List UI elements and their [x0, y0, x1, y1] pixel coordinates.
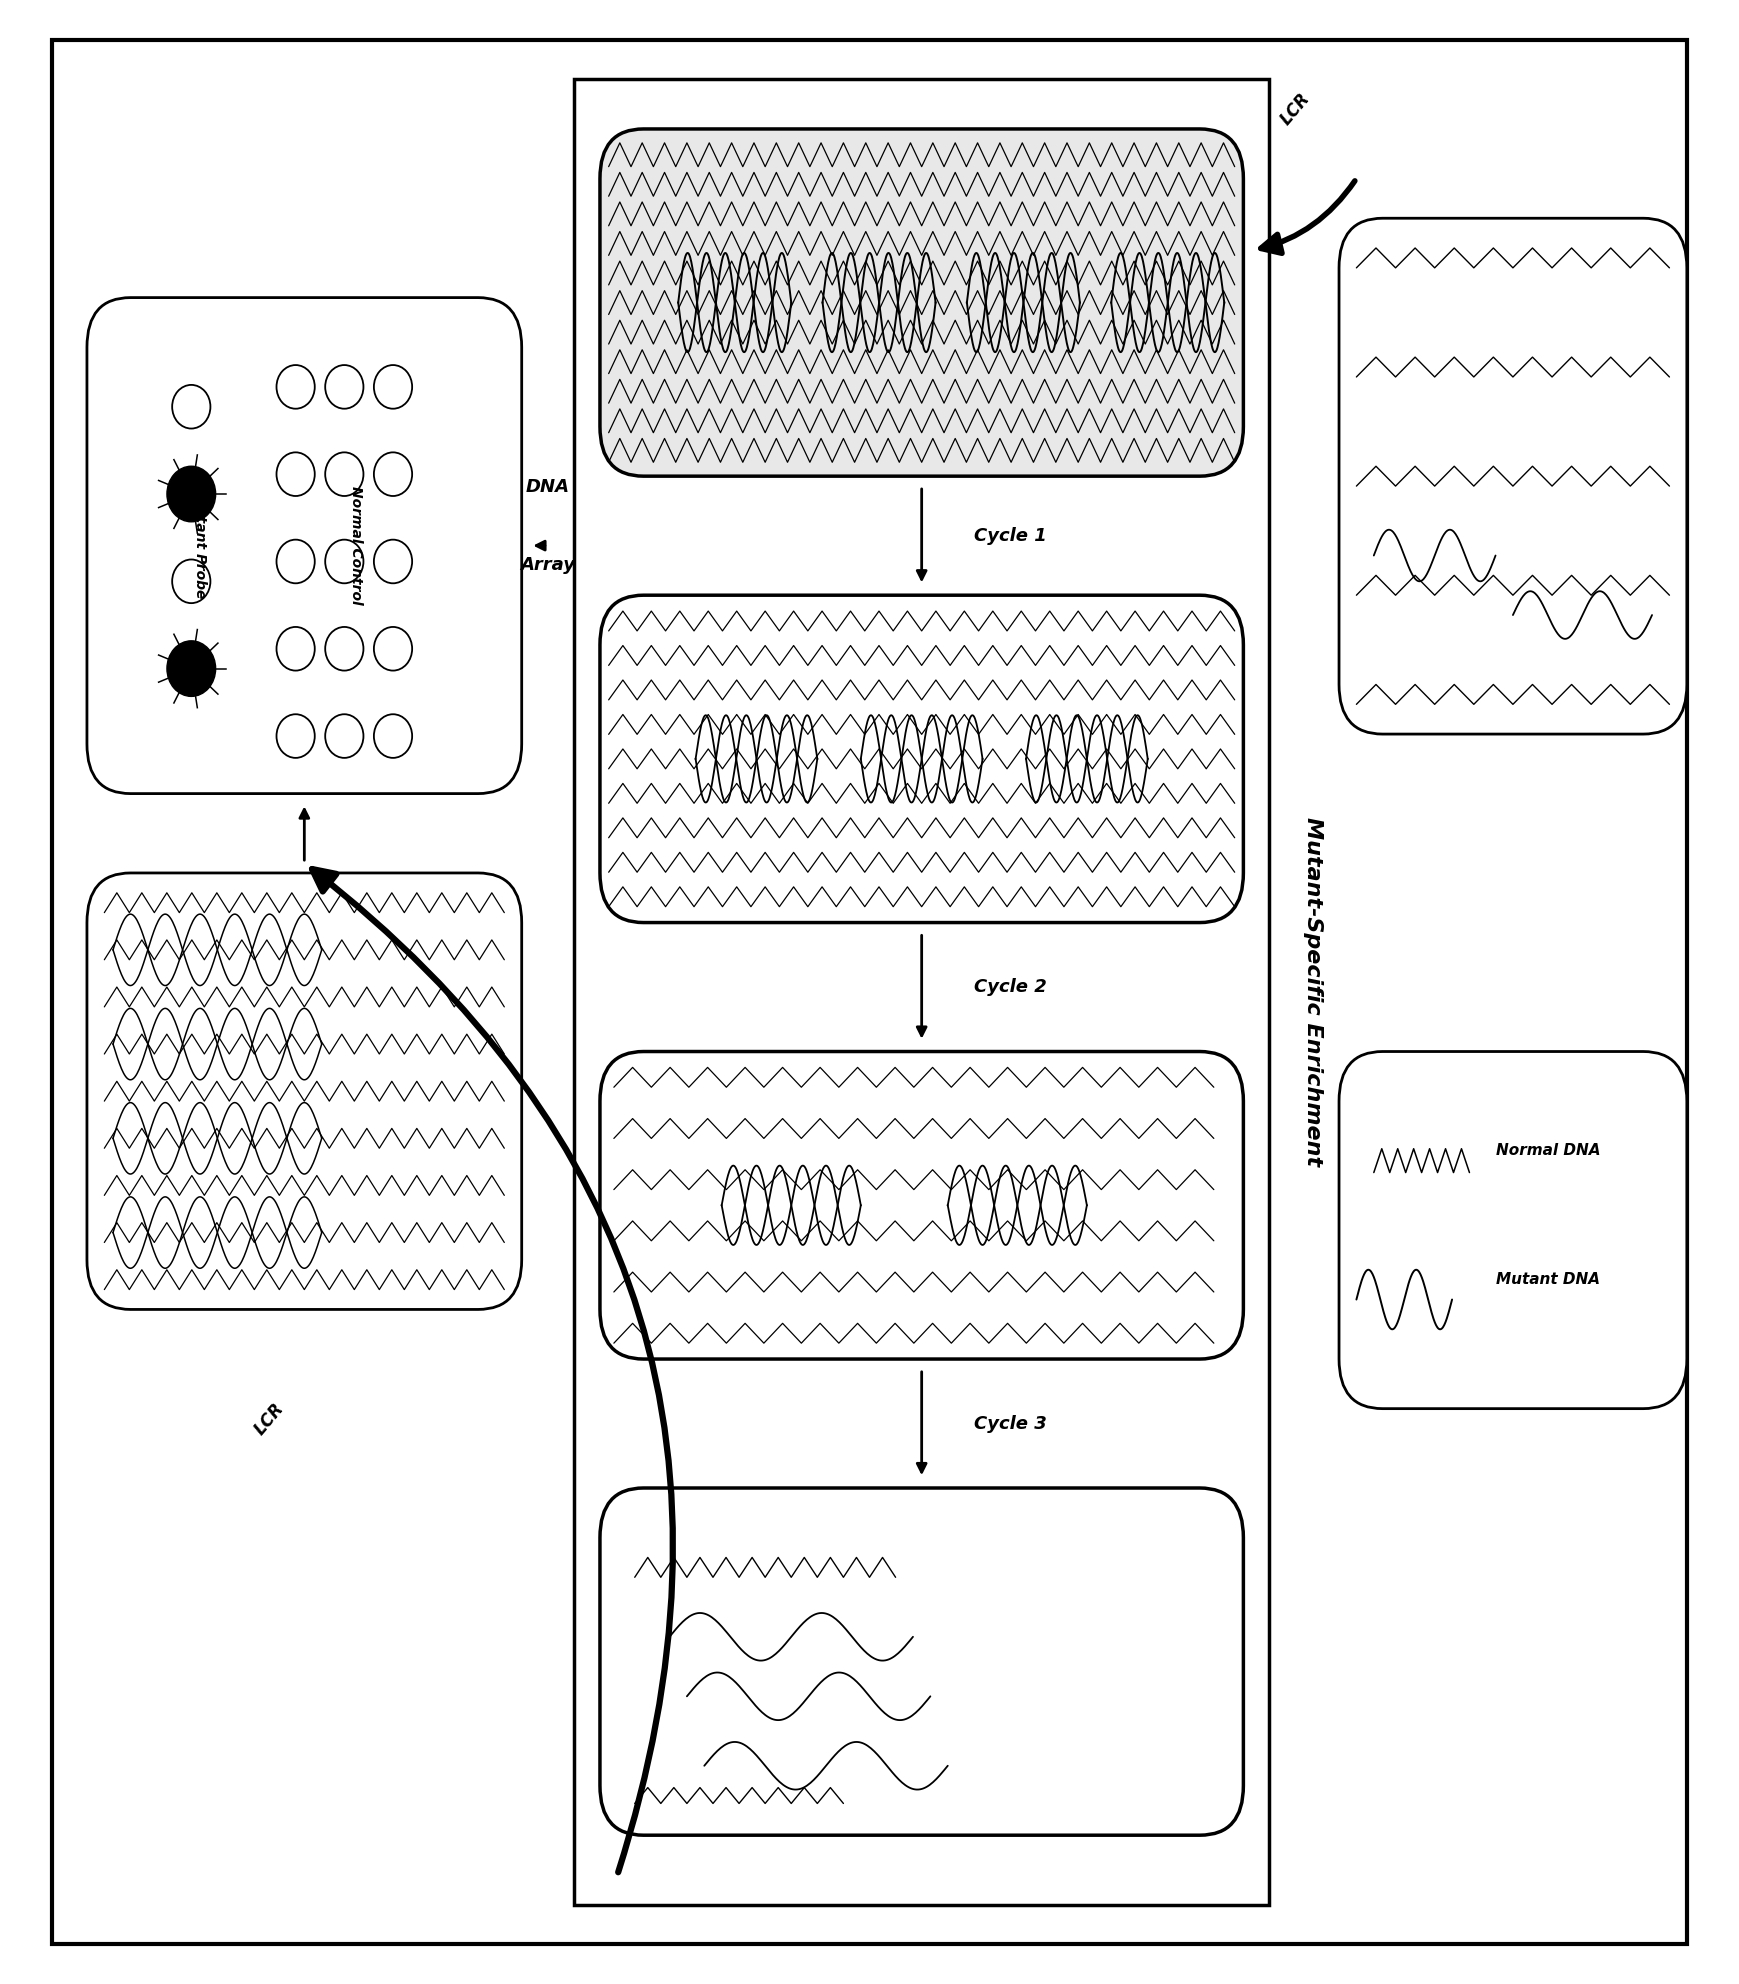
Text: Cycle 3: Cycle 3 — [974, 1415, 1047, 1432]
FancyBboxPatch shape — [600, 129, 1243, 476]
FancyBboxPatch shape — [600, 1052, 1243, 1359]
Text: Mutant Probe: Mutant Probe — [193, 492, 207, 599]
FancyBboxPatch shape — [1339, 218, 1687, 734]
Text: Cycle 2: Cycle 2 — [974, 978, 1047, 996]
Text: Normal DNA: Normal DNA — [1496, 1143, 1600, 1159]
Text: Array: Array — [520, 556, 576, 573]
FancyBboxPatch shape — [87, 873, 522, 1309]
Circle shape — [167, 641, 216, 696]
Text: Mutant-Specific Enrichment: Mutant-Specific Enrichment — [1303, 817, 1323, 1167]
FancyBboxPatch shape — [87, 298, 522, 794]
Text: LCR: LCR — [1276, 89, 1315, 129]
Circle shape — [167, 466, 216, 522]
FancyBboxPatch shape — [1339, 1052, 1687, 1409]
Text: Cycle 1: Cycle 1 — [974, 526, 1047, 546]
Text: Normal Control: Normal Control — [350, 486, 363, 605]
Text: DNA: DNA — [525, 478, 570, 496]
Bar — [574, 79, 1269, 1905]
Text: Mutant DNA: Mutant DNA — [1496, 1272, 1600, 1288]
FancyBboxPatch shape — [600, 595, 1243, 923]
FancyBboxPatch shape — [600, 1488, 1243, 1835]
Text: LCR: LCR — [250, 1399, 289, 1438]
